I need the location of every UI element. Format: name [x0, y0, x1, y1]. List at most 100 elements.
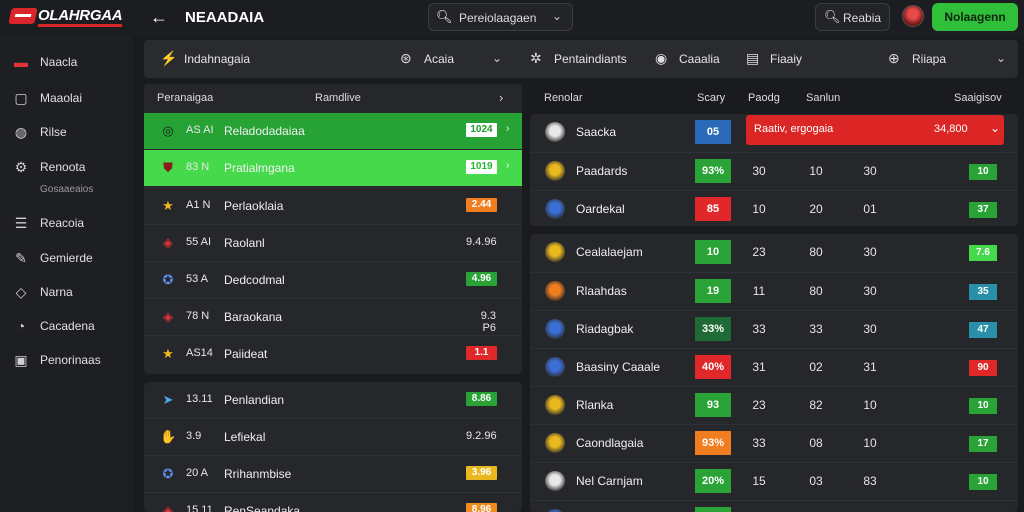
- odds-badge[interactable]: 1.1: [466, 346, 497, 360]
- list-item[interactable]: ★ AS14 Paiideat 1.1: [144, 335, 522, 371]
- list-item[interactable]: ◈ 15 11 RenSeandaka 8.96: [144, 492, 522, 512]
- chevron-right-icon[interactable]: ›: [499, 90, 504, 105]
- toolbar-main-tab[interactable]: ⚡ Indahnagaia: [160, 50, 280, 68]
- list-item[interactable]: ⛊ 83 N Pratialmgana 1019 ›: [144, 150, 522, 186]
- join-button-label: Nolaagenn: [944, 10, 1006, 24]
- top-bar: OLAHRGAA ← NEAADAIA 🔍︎ Pereiolaagaen ⌄ 🔍…: [0, 0, 1024, 36]
- item-name: Rrihanmbise: [224, 467, 292, 481]
- odds-badge[interactable]: 8.86: [466, 392, 497, 406]
- avatar[interactable]: [902, 5, 924, 27]
- item-code: 55 AI: [186, 236, 212, 248]
- column-header[interactable]: Scary: [697, 92, 726, 104]
- odds-badge[interactable]: 3.96: [466, 466, 497, 480]
- chevron-right-icon[interactable]: ›: [506, 160, 510, 171]
- search-dropdown[interactable]: 🔍︎ Pereiolaagaen ⌄: [428, 3, 573, 31]
- team-name: Rlanka: [576, 398, 614, 412]
- sg-badge: 10: [969, 474, 997, 490]
- item-code: AS AI: [186, 124, 214, 136]
- chevron-down-icon: ⌄: [492, 51, 503, 65]
- toolbar-item-1[interactable]: ✲ Pentaindiants: [530, 50, 640, 68]
- sidebar-item-3[interactable]: ⚙ Renoota: [0, 153, 133, 181]
- sg-badge: 17: [969, 436, 997, 452]
- join-button[interactable]: Nolaagenn: [932, 3, 1018, 31]
- sidebar-item-1[interactable]: ▢ Maaolai: [0, 84, 133, 112]
- team-logo-icon: [545, 281, 565, 301]
- stat-value: 30: [863, 245, 877, 259]
- table-row[interactable]: Chalidoia11.590032117: [530, 500, 1018, 512]
- column-header[interactable]: Renolar: [544, 92, 583, 104]
- toolbar-item-2[interactable]: ◉ Caaalia: [655, 50, 735, 68]
- brand-logo[interactable]: OLAHRGAA: [8, 6, 123, 30]
- lightning-icon: ⚡: [160, 50, 178, 66]
- odds-badge[interactable]: 1019: [466, 160, 497, 174]
- stat-value: 30: [863, 284, 877, 298]
- stat-value: 10: [752, 202, 766, 216]
- sidebar: ▬ Naacla ▢ Maaolai ◍ Rilse ⚙ Renoota Gos…: [0, 36, 133, 512]
- sidebar-item-0[interactable]: ▬ Naacla: [0, 48, 133, 76]
- sidebar-item-7[interactable]: ◔ Cacadena: [0, 312, 133, 340]
- stat-value: 01: [863, 202, 877, 216]
- column-header[interactable]: Ramdlive: [315, 92, 361, 104]
- table-row[interactable]: Oardekal 85 10 20 01 37: [530, 190, 1018, 226]
- list-item[interactable]: ✪ 20 A Rrihanmbise 3.96: [144, 455, 522, 491]
- odds-badge[interactable]: 2.44: [466, 198, 497, 212]
- sidebar-item-4[interactable]: ☰ Reacoia: [0, 209, 133, 237]
- toolbar-item-4[interactable]: ⊕ Riiapa ⌄: [888, 50, 1006, 68]
- toolbar-item-0[interactable]: ⊛ Acaia ⌄: [400, 50, 510, 68]
- table-row[interactable]: Saacka 05 Raativ, ergogaia 34,800 ⌄: [530, 114, 1018, 150]
- table-row[interactable]: Caondlagaia 93% 33 08 10 17: [530, 424, 1018, 460]
- badge-icon: ✪: [162, 272, 174, 287]
- table-row[interactable]: Baasiny Caaale 40% 31 02 31 90: [530, 348, 1018, 384]
- left-list-panel-secondary: ➤ 13.11 Penlandian 8.86 ✋ 3.9 Lefiekal 9.2.96 ✪ 2…: [144, 382, 522, 512]
- score-badge: 40%: [695, 355, 731, 379]
- table-row[interactable]: Rlaahdas 19 11 80 30 35: [530, 272, 1018, 308]
- chevron-right-icon[interactable]: ›: [506, 123, 510, 134]
- item-name: Paiideat: [224, 347, 268, 361]
- sg-badge: 47: [969, 322, 997, 338]
- item-code: 20 A: [186, 467, 209, 479]
- logo-underline: [38, 24, 122, 27]
- odds-badge[interactable]: 8.96: [466, 503, 497, 512]
- sidebar-item-5[interactable]: ✎ Gemierde: [0, 244, 133, 272]
- table-row[interactable]: Riadagbak 33% 33 33 30 47: [530, 310, 1018, 346]
- alert-bar[interactable]: Raativ, ergogaia 34,800 ⌄: [746, 115, 1004, 145]
- sidebar-item-label: Gemierde: [40, 251, 93, 265]
- list-item[interactable]: ◈ 55 AI Raolanl 9.4.96: [144, 224, 522, 260]
- table-row[interactable]: Rlanka 93 23 82 10 10: [530, 386, 1018, 422]
- sidebar-item-6[interactable]: ◇ Narna: [0, 278, 133, 306]
- list-item[interactable]: ➤ 13.11 Penlandian 8.86: [144, 382, 522, 417]
- column-header[interactable]: Paodg: [748, 92, 780, 104]
- table-row[interactable]: Paadards 93% 30 10 30 10: [530, 152, 1018, 188]
- sidebar-item-8[interactable]: ▣ Penorinaas: [0, 346, 133, 374]
- item-code: 53 A: [186, 273, 209, 285]
- stat-value: 02: [809, 360, 823, 374]
- list-item[interactable]: ✪ 53 A Dedcodmal 4.96: [144, 261, 522, 297]
- chevron-down-icon[interactable]: ⌄: [990, 121, 1001, 135]
- list-item[interactable]: ◎ AS AI Reladodadaiaa 1024 ›: [144, 113, 522, 149]
- item-value: 9.3 P6: [480, 310, 496, 334]
- alert-label: Raativ, ergogaia: [754, 123, 834, 135]
- team-name: Riadagbak: [576, 322, 634, 336]
- stat-value: 80: [809, 245, 823, 259]
- odds-badge[interactable]: 4.96: [466, 272, 497, 286]
- list-item[interactable]: ✋ 3.9 Lefiekal 9.2.96: [144, 418, 522, 454]
- odds-badge[interactable]: 1024: [466, 123, 497, 137]
- column-header[interactable]: Saaigisov: [954, 92, 1002, 104]
- settings-icon: ⊛: [400, 50, 412, 66]
- search-icon: 🔍︎: [436, 9, 453, 24]
- column-header[interactable]: Sanlun: [806, 92, 841, 104]
- list-item[interactable]: ◈ 78 N Baraokana 9.3 P6: [144, 298, 522, 334]
- list-item[interactable]: ★ A1 N Perlaoklaia 2.44: [144, 187, 522, 223]
- toolbar-item-3[interactable]: ▤ Fiaaiy: [746, 50, 826, 68]
- score-badge: 85: [695, 197, 731, 221]
- list-icon: ☰: [14, 215, 28, 231]
- stat-value: 31: [863, 360, 877, 374]
- table-row[interactable]: Cealalaejam 10 23 80 30 7.6: [530, 234, 1018, 270]
- score-badge: 93: [695, 393, 731, 417]
- table-row[interactable]: Nel Carnjam 20% 15 03 83 10: [530, 462, 1018, 498]
- sidebar-item-2[interactable]: ◍ Rilse: [0, 118, 133, 146]
- results-search-button[interactable]: 🔍︎ Reabia: [815, 3, 890, 31]
- stat-value: 82: [809, 398, 823, 412]
- back-arrow-icon[interactable]: ←: [150, 7, 168, 27]
